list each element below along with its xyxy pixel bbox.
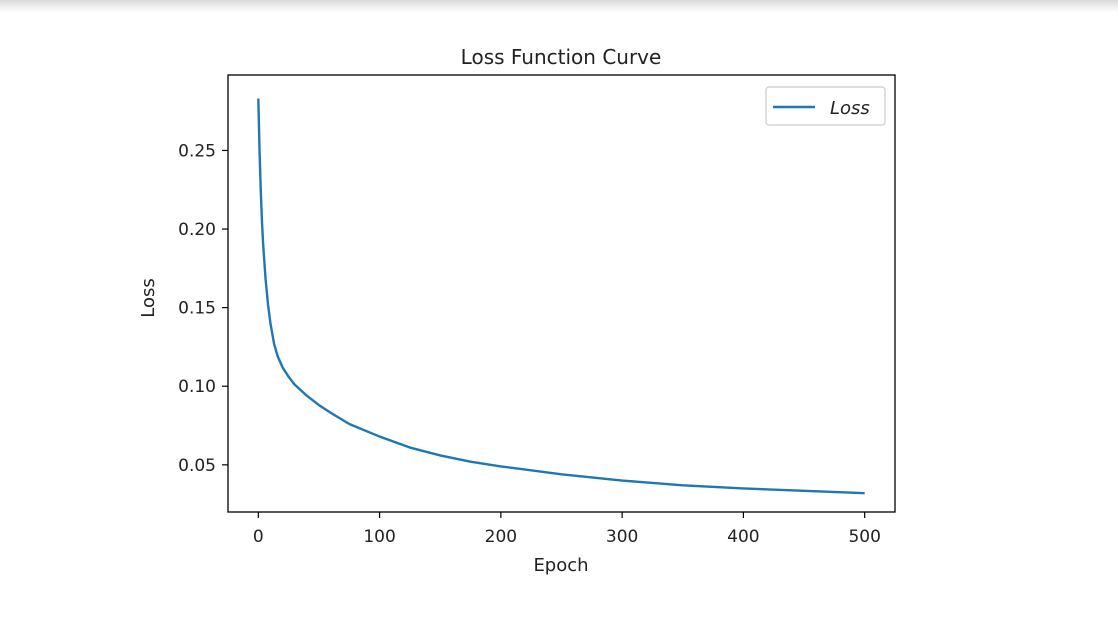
x-tick-label: 100 — [363, 527, 395, 547]
x-tick-label: 400 — [727, 527, 759, 547]
series-line-loss — [257, 98, 865, 495]
x-tick-label: 0 — [253, 527, 264, 547]
y-tick-label: 0.20 — [178, 220, 216, 240]
legend-label-loss: Loss — [830, 98, 870, 119]
y-tick-label: 0.05 — [178, 456, 216, 476]
x-axis: 0 100 200 300 400 500 — [253, 512, 881, 547]
x-tick-label: 300 — [606, 527, 638, 547]
chart-title: Loss Function Curve — [461, 45, 662, 69]
y-tick-label: 0.10 — [178, 377, 216, 397]
x-tick-label: 500 — [848, 527, 880, 547]
plot-area — [227, 74, 896, 513]
y-axis-label: Loss — [138, 278, 159, 317]
y-tick-label: 0.15 — [178, 299, 216, 319]
y-tick-label: 0.25 — [178, 141, 216, 161]
legend-box — [765, 86, 886, 126]
window-top-shadow — [0, 0, 1118, 12]
y-axis: 0.05 0.10 0.15 0.20 0.25 — [178, 141, 228, 476]
legend: Loss — [765, 86, 886, 126]
x-tick-label: 200 — [485, 527, 517, 547]
x-axis-label: Epoch — [533, 555, 588, 576]
